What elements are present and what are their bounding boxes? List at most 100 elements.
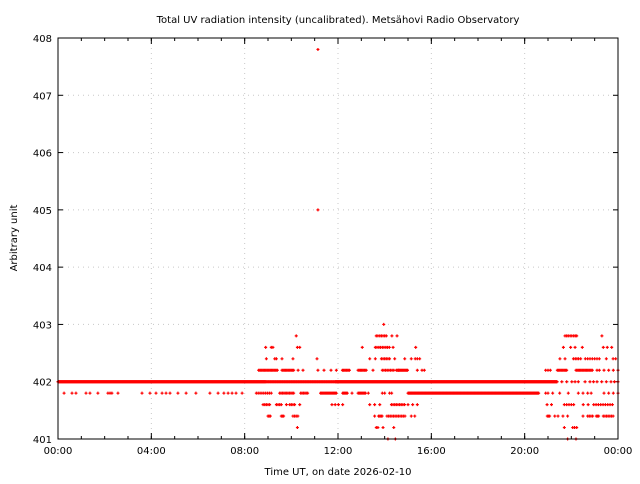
data-point xyxy=(275,368,279,372)
data-point xyxy=(216,391,220,395)
data-point xyxy=(590,368,594,372)
data-point xyxy=(604,380,608,384)
data-point xyxy=(565,368,569,372)
data-point xyxy=(194,391,198,395)
data-point xyxy=(334,368,338,372)
data-point xyxy=(387,345,391,349)
data-point xyxy=(391,345,395,349)
data-point xyxy=(588,380,592,384)
data-point xyxy=(360,345,364,349)
data-point xyxy=(592,403,596,407)
data-point xyxy=(306,391,310,395)
data-point xyxy=(284,403,288,407)
data-point xyxy=(230,391,234,395)
data-point xyxy=(373,357,377,361)
data-point xyxy=(579,357,583,361)
data-point xyxy=(597,357,601,361)
data-point xyxy=(550,403,553,407)
y-tick-label: 402 xyxy=(33,378,52,389)
data-point xyxy=(330,403,334,407)
data-point xyxy=(611,414,615,418)
data-point xyxy=(280,357,284,361)
data-point xyxy=(295,426,299,430)
data-point xyxy=(403,357,407,361)
data-point xyxy=(604,357,608,361)
data-point xyxy=(572,403,576,407)
data-point xyxy=(600,380,604,384)
data-point xyxy=(602,368,606,372)
data-point xyxy=(575,334,579,338)
data-point xyxy=(334,391,338,395)
data-point xyxy=(611,391,615,395)
data-point xyxy=(569,345,573,349)
data-point xyxy=(168,391,172,395)
data-point xyxy=(562,426,566,430)
data-point xyxy=(184,391,188,395)
data-point xyxy=(350,391,354,395)
data-point xyxy=(316,368,320,372)
data-point xyxy=(368,403,372,407)
data-point xyxy=(378,403,382,407)
data-point xyxy=(403,414,407,418)
data-point xyxy=(566,414,570,418)
data-point xyxy=(390,334,394,338)
y-tick-label: 404 xyxy=(33,263,52,274)
data-point xyxy=(364,391,368,395)
data-point xyxy=(570,380,574,384)
data-point xyxy=(208,391,212,395)
data-point xyxy=(537,391,541,395)
data-point xyxy=(96,391,100,395)
data-point xyxy=(164,391,168,395)
data-point xyxy=(271,345,275,349)
data-point xyxy=(333,403,337,407)
data-point xyxy=(595,380,599,384)
data-point xyxy=(597,368,601,372)
x-tick-label: 00:00 xyxy=(44,446,73,457)
data-point xyxy=(62,391,66,395)
data-point xyxy=(380,414,384,418)
data-point xyxy=(292,391,296,395)
data-point xyxy=(406,403,410,407)
x-tick-label: 04:00 xyxy=(137,446,166,457)
data-point xyxy=(364,368,368,372)
data-point xyxy=(383,391,387,395)
data-point xyxy=(591,414,595,418)
data-point xyxy=(611,368,615,372)
y-tick-label: 401 xyxy=(33,435,52,446)
data-point xyxy=(329,368,333,372)
data-point xyxy=(573,345,577,349)
data-point xyxy=(607,391,611,395)
x-tick-label: 08:00 xyxy=(230,446,259,457)
data-point xyxy=(373,403,377,407)
data-point xyxy=(414,345,418,349)
axis-ticks: 401 402 403 404 405 406 407 408 00:00 04:00 08:00 1… xyxy=(33,34,633,457)
data-point xyxy=(382,322,386,326)
data-point xyxy=(392,426,396,430)
data-point xyxy=(418,357,422,361)
chart-title: Total UV radiation intensity (uncalibrat… xyxy=(156,15,520,26)
data-point xyxy=(548,414,552,418)
data-point xyxy=(373,414,377,418)
data-point xyxy=(116,391,120,395)
data-point xyxy=(376,426,380,430)
data-point xyxy=(553,414,557,418)
data-point xyxy=(269,391,273,395)
data-points xyxy=(56,47,620,441)
data-point xyxy=(160,391,164,395)
data-point xyxy=(406,368,410,372)
data-point xyxy=(384,334,388,338)
data-point xyxy=(347,368,351,372)
data-point xyxy=(264,357,268,361)
data-point xyxy=(110,391,114,395)
data-point xyxy=(601,345,605,349)
x-axis-label: Time UT, on date 2026-02-10 xyxy=(264,467,412,478)
data-point xyxy=(393,357,397,361)
data-point xyxy=(403,403,406,407)
data-point xyxy=(240,391,244,395)
data-point xyxy=(292,368,296,372)
data-point xyxy=(592,380,595,384)
y-tick-label: 403 xyxy=(33,320,52,331)
data-point xyxy=(558,357,562,361)
data-point xyxy=(293,403,297,407)
